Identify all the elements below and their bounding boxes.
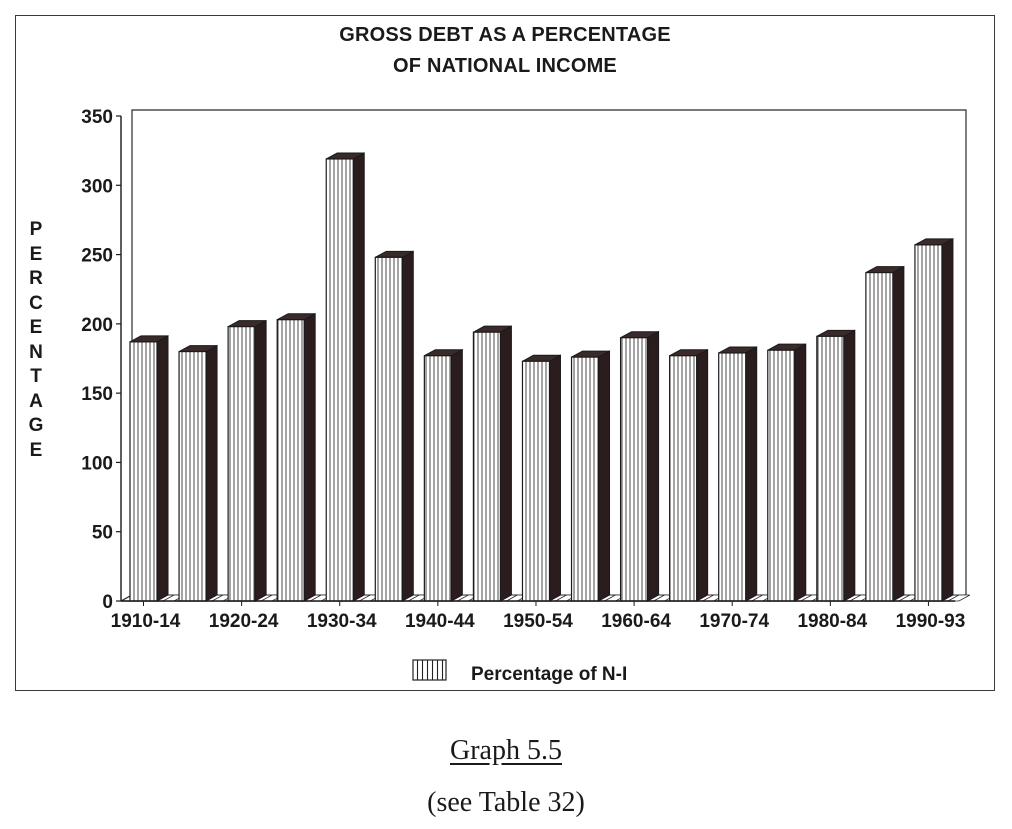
bar-1950-54 bbox=[521, 354, 578, 602]
bar-1960-64 bbox=[619, 330, 676, 602]
bar-side bbox=[843, 329, 856, 602]
legend-label: Percentage of N-I bbox=[471, 664, 627, 685]
y-tick-label: 150 bbox=[81, 384, 113, 405]
bar-side bbox=[647, 330, 660, 602]
bar-1980-84 bbox=[816, 329, 873, 602]
graph-number: Graph 5.5 bbox=[450, 735, 562, 766]
bar-side bbox=[254, 319, 267, 602]
y-tick-label: 50 bbox=[92, 523, 113, 544]
y-tick-label: 300 bbox=[81, 176, 113, 197]
bar-1935-39 bbox=[374, 250, 431, 602]
bar-front bbox=[619, 337, 649, 602]
bar-front bbox=[718, 352, 747, 602]
bar-front bbox=[472, 331, 502, 602]
bar-front bbox=[129, 341, 158, 602]
x-tick-label: 1990-93 bbox=[896, 611, 966, 632]
bar-1925-29 bbox=[276, 312, 333, 602]
legend: Percentage of N-I bbox=[412, 659, 627, 685]
bar-side bbox=[303, 312, 316, 602]
bar-side bbox=[450, 348, 463, 602]
bar-side bbox=[794, 343, 807, 602]
x-tick-label: 1940-44 bbox=[405, 611, 475, 632]
bar-side bbox=[499, 325, 512, 602]
y-tick-label: 0 bbox=[102, 592, 113, 613]
chart-title-line-2: OF NATIONAL INCOME bbox=[393, 55, 617, 77]
y-tick-label: 350 bbox=[81, 107, 113, 128]
bar-1970-74 bbox=[718, 346, 774, 602]
bar-1985-89 bbox=[865, 265, 922, 602]
bar-front bbox=[178, 350, 207, 602]
bars-group bbox=[129, 152, 971, 602]
bar-side bbox=[352, 152, 365, 602]
axes-group: 0 50 100 150 200 250 300 350 1910-14 1920-24 1930-… bbox=[81, 107, 965, 632]
bar-front bbox=[914, 244, 943, 602]
bar-1945-49 bbox=[472, 325, 529, 602]
bar-side bbox=[696, 348, 709, 602]
y-tick-label: 100 bbox=[81, 453, 113, 474]
legend-swatch bbox=[412, 659, 447, 681]
x-tick-label: 1920-24 bbox=[209, 611, 279, 632]
chart-frame bbox=[15, 15, 995, 691]
bar-front bbox=[227, 326, 256, 602]
bar-front bbox=[669, 355, 698, 602]
bar-front bbox=[325, 158, 354, 602]
x-tick-label: 1950-54 bbox=[503, 611, 573, 632]
bar-side bbox=[548, 354, 561, 602]
table-reference: (see Table 32) bbox=[427, 787, 585, 818]
bar-side bbox=[745, 346, 758, 602]
y-axis-label: PERCENTAGE bbox=[28, 219, 44, 461]
bar-1955-59 bbox=[570, 350, 627, 602]
bar-front bbox=[374, 256, 403, 602]
bar-front bbox=[276, 319, 305, 602]
bar-1920-24 bbox=[227, 319, 284, 602]
bar-1930-34 bbox=[325, 152, 382, 602]
x-tick-label: 1930-34 bbox=[307, 611, 377, 632]
graph-caption: Graph 5.5 bbox=[0, 735, 1012, 767]
floor-gap bbox=[947, 594, 971, 602]
bar-side bbox=[598, 350, 611, 602]
x-tick-label: 1910-14 bbox=[111, 611, 181, 632]
bar-front bbox=[570, 356, 600, 602]
bar-front bbox=[816, 335, 845, 602]
y-tick-label: 200 bbox=[81, 315, 113, 336]
bar-side bbox=[941, 238, 954, 602]
bar-side bbox=[401, 250, 414, 602]
bar-front bbox=[865, 271, 894, 602]
bar-side bbox=[156, 335, 169, 602]
bar-1990-93 bbox=[914, 238, 971, 602]
bar-side bbox=[892, 265, 905, 602]
bar-front bbox=[767, 349, 796, 602]
x-tick-label: 1970-74 bbox=[699, 611, 769, 632]
y-tick-label: 250 bbox=[81, 246, 113, 267]
bar-side bbox=[205, 344, 218, 602]
x-tick-label: 1960-64 bbox=[601, 611, 671, 632]
bar-front bbox=[423, 355, 452, 602]
chart-title-line-1: GROSS DEBT AS A PERCENTAGE bbox=[339, 24, 671, 46]
x-tick-label: 1980-84 bbox=[797, 611, 867, 632]
bar-1975-79 bbox=[767, 343, 823, 602]
bar-front bbox=[521, 360, 551, 602]
bar-1910-14 bbox=[129, 335, 186, 602]
